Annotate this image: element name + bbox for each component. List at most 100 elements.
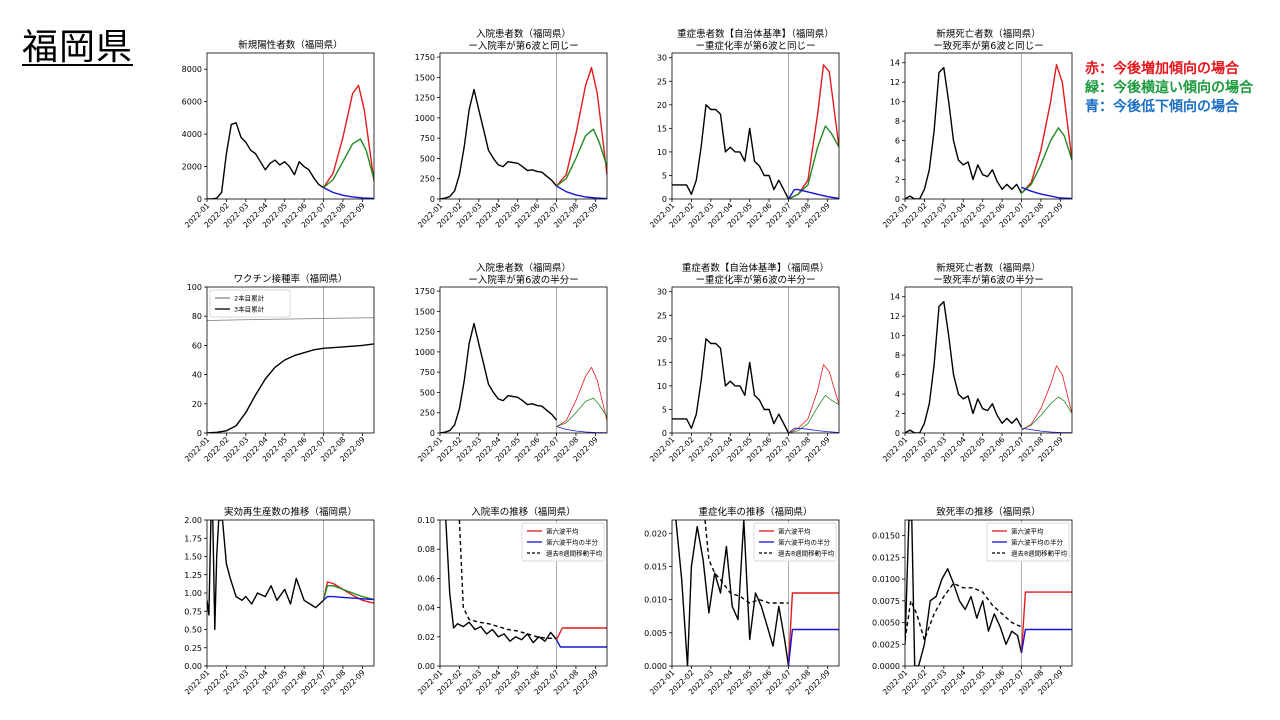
y-tick-label: 1.75 (184, 534, 202, 543)
y-tick-label: 0.06 (417, 574, 435, 583)
y-tick-label: 1.25 (184, 571, 202, 580)
series-black-line (905, 66, 1023, 199)
y-tick-label: 10 (657, 382, 667, 391)
series-red-line (556, 366, 607, 427)
series-black-dashed-line (905, 582, 1022, 641)
legend-label: 第六波平均 (1011, 527, 1044, 536)
series-black-line (440, 88, 558, 199)
series-red-line (788, 364, 839, 433)
plot-frame (671, 52, 840, 200)
plot-frame (904, 52, 1073, 200)
series-green-line (788, 394, 839, 433)
y-tick-label: 0.0075 (872, 597, 900, 606)
y-tick-label: 8 (895, 351, 900, 360)
series-red-line (555, 66, 607, 187)
series-green-line (556, 128, 607, 187)
chart-subtitle: ー致死率が第6波と同じー (933, 40, 1044, 52)
y-tick-label: 0.50 (184, 626, 202, 635)
series-green-line (1021, 127, 1072, 194)
series-blue-line (323, 186, 374, 199)
y-tick-label: 8000 (182, 65, 202, 74)
y-tick-label: 25 (657, 311, 667, 320)
y-tick-label: 0 (662, 195, 667, 204)
chart-7: 重症者数【自治体基準】（福岡県）ー重症化率が第6波の半分ー 0 5 10 15 20 25 3… (648, 262, 840, 464)
plot-frame (206, 52, 375, 200)
legend-box (986, 522, 1070, 562)
y-tick-label: 1750 (415, 287, 435, 296)
y-tick-label: 100 (187, 283, 202, 292)
y-tick-label: 0 (430, 429, 435, 438)
y-tick-label: 6 (895, 137, 900, 146)
chart-11: 重症化率の推移（福岡県）0.0000.0050.0100.0150.020202… (644, 506, 840, 697)
color-legend-notes: 赤：今後増加傾向の場合 緑：今後横這い傾向の場合 青：今後低下傾向の場合 (1085, 60, 1253, 117)
legend-label: 第六波平均の半分 (546, 538, 599, 547)
legend-label: 過去8週間移動平均 (778, 549, 835, 558)
chart-title: 入院患者数（福岡県） (476, 28, 571, 40)
legend-label: 第六波平均 (778, 527, 811, 536)
note-green: 緑：今後横這い傾向の場合 (1085, 80, 1253, 96)
series-green-line (1021, 396, 1072, 431)
series-black-line (905, 300, 1023, 433)
legend-label: 過去8週間移動平均 (546, 549, 603, 558)
y-tick-label: 500 (420, 388, 435, 397)
y-tick-label: 0.0025 (872, 640, 900, 649)
y-tick-label: 0.04 (417, 604, 435, 613)
chart-title: 新規死亡者数（福岡県） (936, 28, 1041, 40)
series-blue-line (787, 188, 839, 199)
y-tick-label: 1250 (415, 328, 435, 337)
legend-box (209, 289, 291, 318)
y-tick-label: 12 (890, 312, 900, 321)
legend-label: 2本目累計 (234, 294, 265, 303)
note-red: 赤：今後増加傾向の場合 (1085, 61, 1239, 77)
chart-title: 重症化率の推移（福岡県） (698, 506, 812, 518)
y-tick-label: 4000 (182, 130, 202, 139)
legend-label: 第六波平均 (546, 527, 579, 536)
chart-subtitle: ー重症化率が第6波の半分ー (695, 274, 815, 286)
chart-title: 入院率の推移（福岡県） (471, 506, 576, 518)
y-tick-label: 0 (895, 429, 900, 438)
series-red-line (322, 84, 374, 188)
y-tick-label: 40 (192, 371, 202, 380)
series-black-line (207, 520, 324, 631)
y-tick-label: 4 (895, 390, 900, 399)
y-tick-label: 1500 (415, 73, 435, 82)
y-tick-label: 0 (895, 195, 900, 204)
y-tick-label: 1250 (415, 94, 435, 103)
chart-5: ワクチン接種率（福岡県）0204060801002022-012022-0220… (183, 273, 375, 464)
y-tick-label: 30 (657, 54, 667, 63)
series-blue-line (556, 185, 607, 199)
y-tick-label: 0.00 (417, 662, 435, 671)
y-tick-label: 20 (657, 101, 667, 110)
chart-subtitle: ー入院率が第6波と同じー (468, 40, 579, 52)
y-tick-label: 0.0050 (872, 619, 900, 628)
legend-box (753, 522, 837, 562)
y-tick-label: 750 (420, 134, 435, 143)
y-tick-label: 5 (662, 171, 667, 180)
y-tick-label: 12 (890, 78, 900, 87)
note-blue: 青：今後低下傾向の場合 (1085, 99, 1239, 115)
series-red-line (1020, 591, 1072, 654)
plot-frame (671, 286, 840, 434)
y-tick-label: 0.08 (417, 545, 435, 554)
series-blue-line (323, 595, 374, 601)
legend-label: 第六波平均の半分 (778, 538, 831, 547)
series-red-line (788, 64, 839, 199)
series-red-line (555, 627, 607, 641)
legend-label: 第六波平均の半分 (1011, 538, 1064, 547)
chart-2: 入院患者数（福岡県）ー入院率が第6波と同じー 0 250 500 750 1000 1250… (415, 28, 608, 230)
series-black-line (207, 343, 374, 433)
series-blue-line (788, 427, 839, 433)
y-tick-label: 80 (192, 312, 202, 321)
y-tick-label: 0.75 (184, 607, 202, 616)
chart-title: 実効再生産数の推移（福岡県） (224, 506, 357, 518)
series-blue-line (556, 426, 607, 433)
series-black-line (672, 104, 790, 199)
chart-1: 新規陽性者数（福岡県）020004000600080002022-012022-… (182, 39, 375, 230)
y-tick-label: 0.0150 (872, 532, 900, 541)
y-tick-label: 0.015 (644, 562, 667, 571)
series-gray-line (207, 317, 374, 322)
series-red-line (1020, 63, 1072, 194)
chart-title: 致死率の推移（福岡県） (936, 506, 1041, 518)
y-tick-label: 15 (657, 124, 667, 133)
